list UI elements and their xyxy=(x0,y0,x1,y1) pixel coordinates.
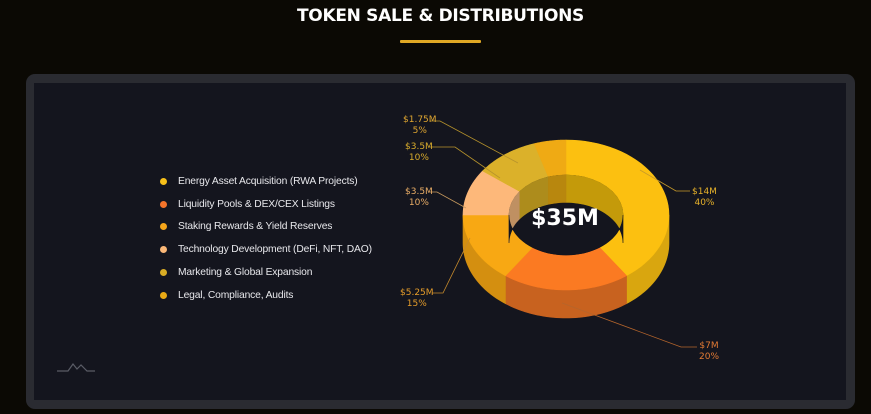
callout-marketing: $3.5M 10% xyxy=(405,142,433,163)
callout-percent: 5% xyxy=(412,125,427,136)
callout-staking-rewards: $5.25M 15% xyxy=(400,288,434,309)
callout-percent: 10% xyxy=(408,152,429,163)
donut-top-face xyxy=(462,139,670,291)
chart-panel xyxy=(34,83,846,400)
legend-item-liquidity-pools: Liquidity Pools & DEX/CEX Listings xyxy=(160,193,372,216)
mountain-logo-icon xyxy=(57,363,95,372)
callout-amount: $14M xyxy=(692,187,717,197)
callout-percent: 10% xyxy=(408,197,429,208)
legend-label: Marketing & Global Expansion xyxy=(178,267,313,279)
legend-dot-icon xyxy=(160,177,167,185)
legend-label: Staking Rewards & Yield Reserves xyxy=(178,221,333,233)
legend-dot-icon xyxy=(160,200,167,208)
legend-dot-icon xyxy=(160,269,167,277)
callout-amount: $7M xyxy=(699,341,719,351)
donut-total-label: $35M xyxy=(531,206,599,231)
callout-amount: $5.25M xyxy=(400,288,434,298)
legend-item-energy-asset: Energy Asset Acquisition (RWA Projects) xyxy=(160,170,372,193)
callout-amount: $3.5M xyxy=(405,142,433,152)
callout-liquidity-pools: $7M 20% xyxy=(699,341,719,362)
legend-dot-icon xyxy=(160,291,167,299)
chart-legend: Energy Asset Acquisition (RWA Projects) … xyxy=(160,170,372,307)
callout-amount: $1.75M xyxy=(403,115,437,125)
legend-item-legal-compliance: Legal, Compliance, Audits xyxy=(160,284,372,307)
legend-label: Liquidity Pools & DEX/CEX Listings xyxy=(178,198,335,210)
legend-dot-icon xyxy=(160,223,167,231)
callout-percent: 15% xyxy=(406,298,427,309)
legend-label: Energy Asset Acquisition (RWA Projects) xyxy=(178,175,358,187)
page-title: TOKEN SALE & DISTRIBUTIONS xyxy=(297,6,584,26)
title-underline xyxy=(400,40,481,43)
legend-dot-icon xyxy=(160,246,167,254)
callout-technology-development: $3.5M 10% xyxy=(405,187,433,208)
legend-label: Technology Development (DeFi, NFT, DAO) xyxy=(178,244,372,256)
legend-item-technology-development: Technology Development (DeFi, NFT, DAO) xyxy=(160,238,372,261)
callout-leader-lines xyxy=(430,120,697,348)
legend-label: Legal, Compliance, Audits xyxy=(178,289,294,301)
callout-percent: 20% xyxy=(699,351,720,362)
callout-legal-compliance: $1.75M 5% xyxy=(403,115,437,136)
legend-item-marketing: Marketing & Global Expansion xyxy=(160,261,372,284)
legend-item-staking-rewards: Staking Rewards & Yield Reserves xyxy=(160,216,372,239)
callout-energy-asset: $14M 40% xyxy=(692,187,717,208)
callout-percent: 40% xyxy=(694,197,715,208)
callout-amount: $3.5M xyxy=(405,187,433,197)
